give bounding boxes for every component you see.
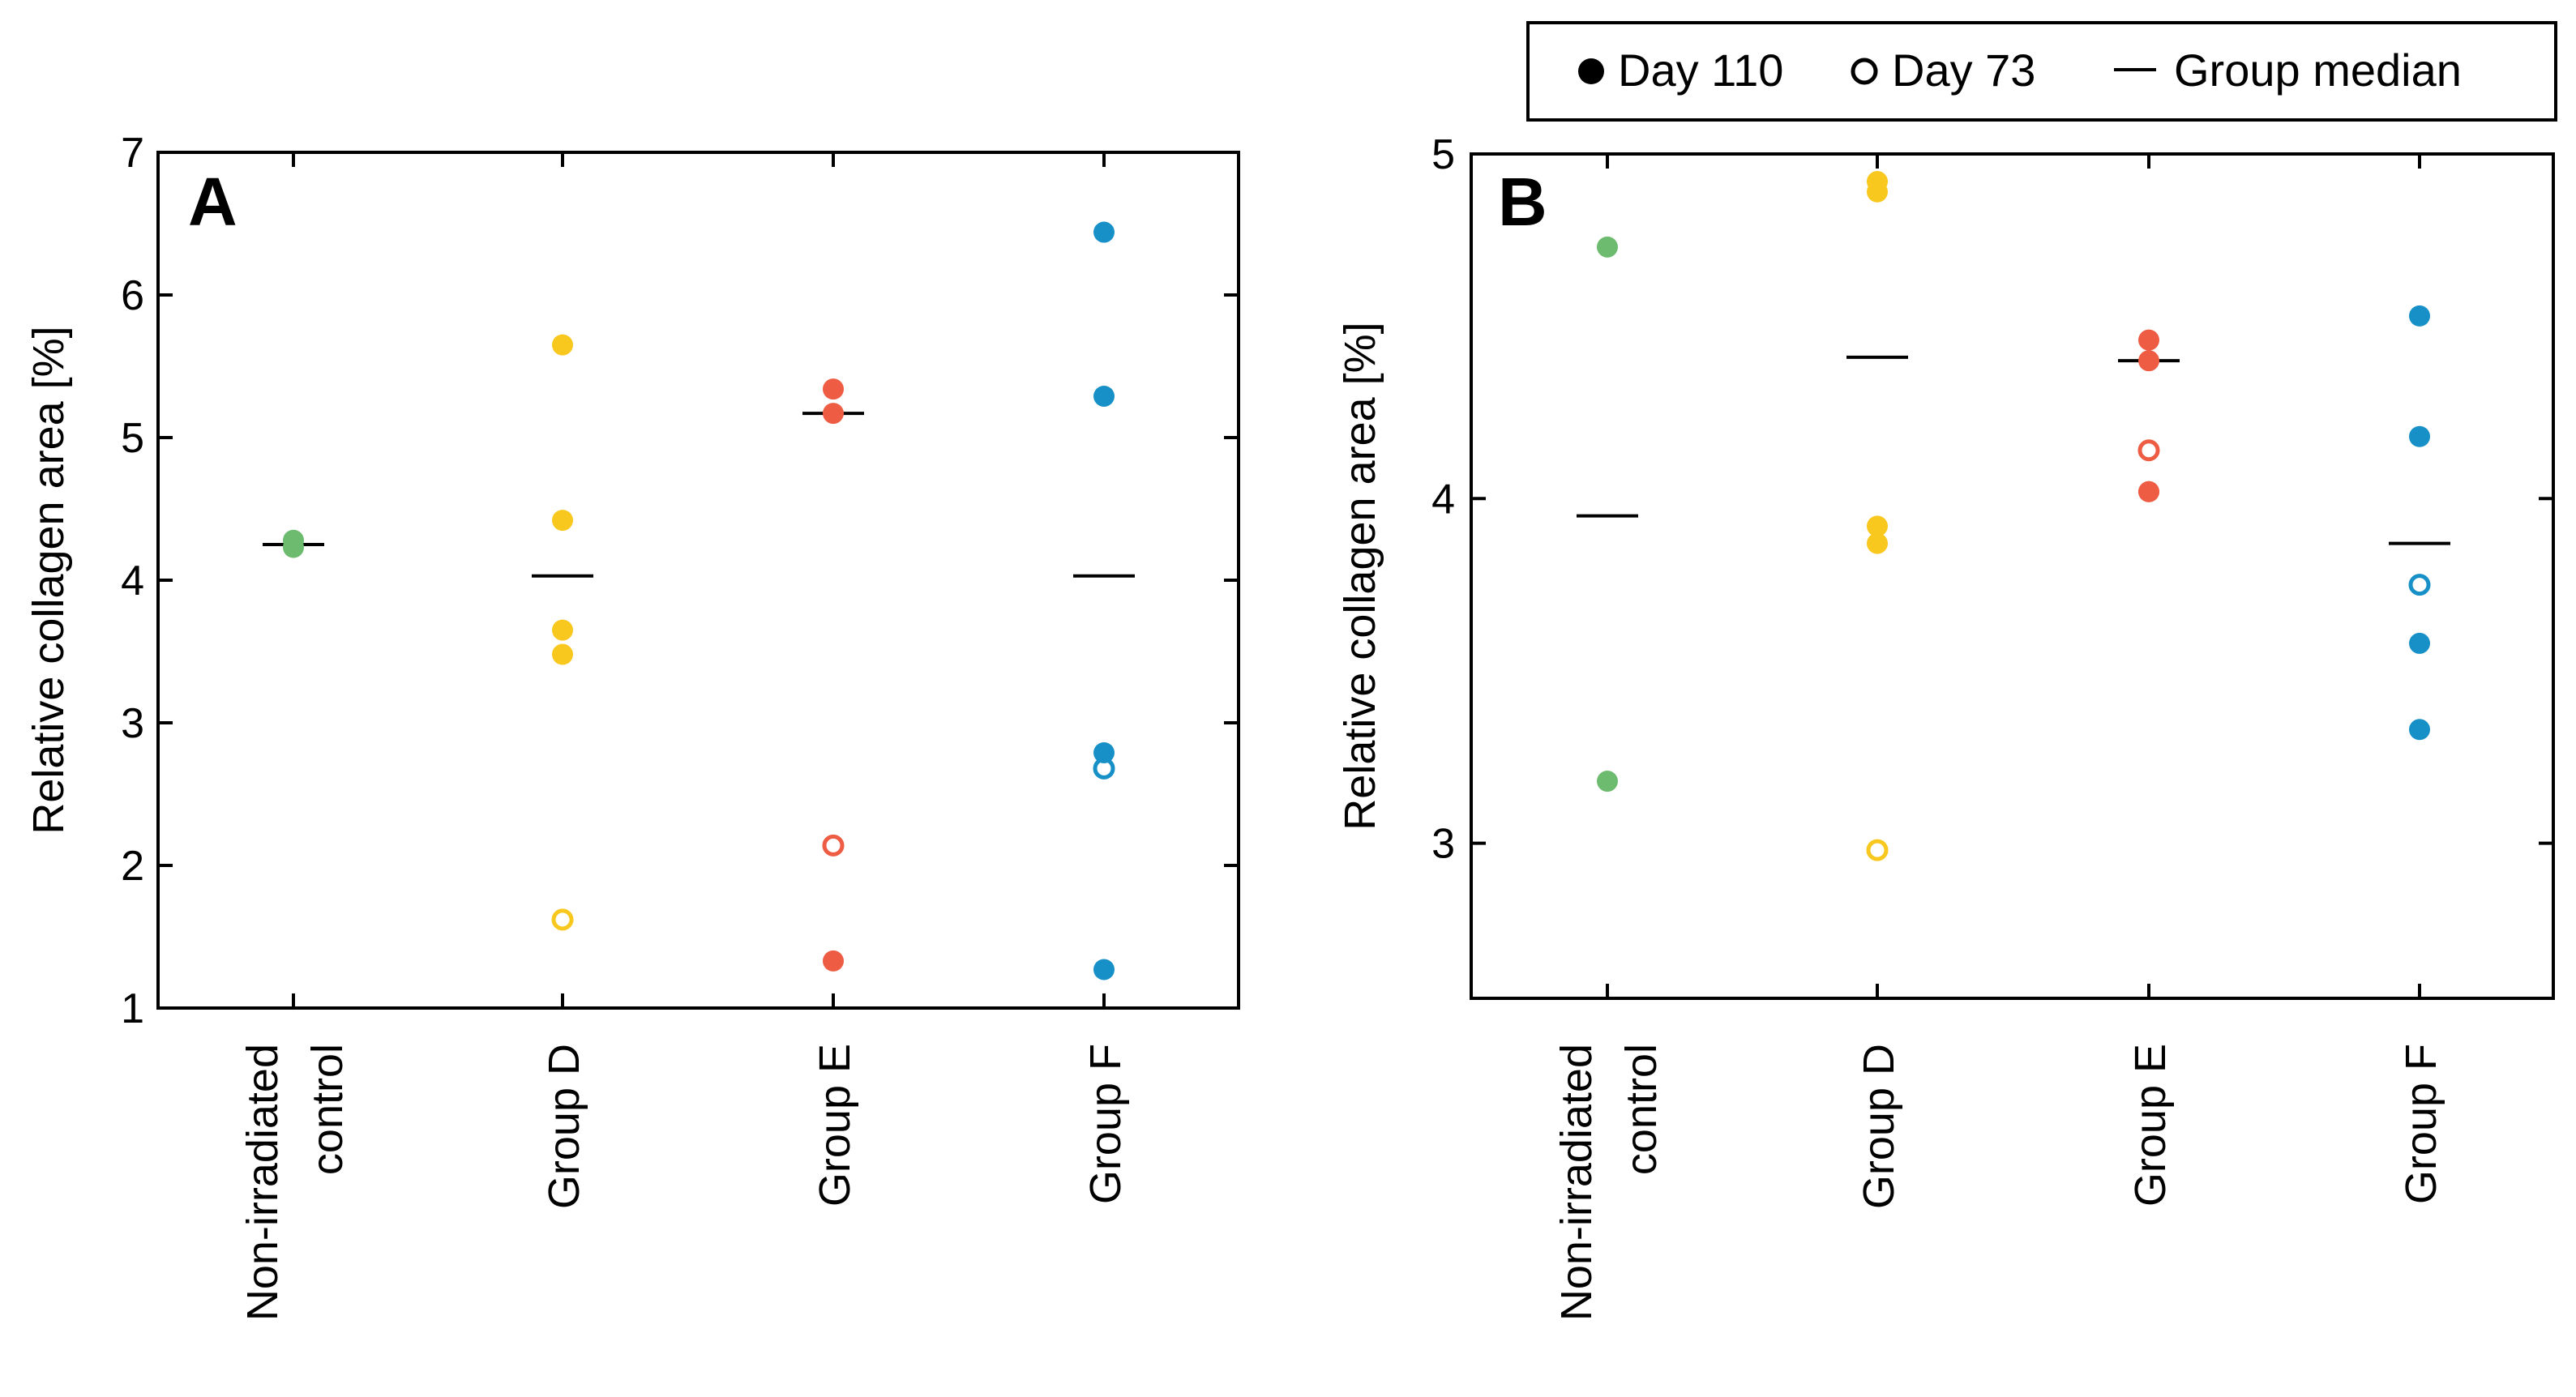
point-day110: [823, 403, 844, 425]
y-tick-label: 3: [1431, 821, 1455, 868]
y-axis-title: Relative collagen area [%]: [1336, 322, 1384, 830]
legend-median-label: Group median: [2174, 45, 2462, 96]
y-tick-label: 4: [121, 558, 144, 605]
legend: Day 110 Day 73 Group median: [1526, 21, 2557, 122]
y-tick-label: 2: [121, 843, 144, 890]
y-tick-label: 3: [121, 700, 144, 747]
legend-frame: [1526, 21, 2557, 122]
point-day110: [1597, 236, 1618, 258]
point-day110: [1093, 741, 1115, 763]
legend-day110-marker: [1578, 58, 1604, 84]
legend-day110-label: Day 110: [1618, 45, 1783, 96]
point-day110: [1093, 221, 1115, 243]
point-day110: [2138, 350, 2159, 372]
point-day110: [2409, 425, 2430, 447]
point-day73: [2137, 439, 2160, 462]
point-day73: [1866, 839, 1889, 861]
point-day110: [552, 510, 573, 532]
point-day110: [1867, 515, 1888, 537]
category-label: Non-irradiated: [1552, 1044, 1601, 1321]
legend-day73-label: Day 73: [1892, 45, 2035, 96]
point-day110: [2138, 329, 2159, 351]
y-tick-label: 5: [121, 415, 144, 462]
point-day110: [2409, 305, 2430, 327]
point-day73: [2408, 574, 2431, 596]
y-tick-label: 6: [121, 272, 144, 319]
point-day110: [552, 619, 573, 641]
y-tick-label: 1: [121, 985, 144, 1032]
category-label: Non-irradiated: [238, 1044, 287, 1321]
plot-frame: [156, 151, 1240, 1010]
point-day110: [1597, 771, 1618, 792]
point-day110: [823, 378, 844, 400]
category-label: control: [303, 1044, 352, 1175]
point-day110: [2409, 719, 2430, 741]
panel-letter: B: [1498, 164, 1547, 240]
point-day110: [1093, 385, 1115, 407]
y-axis-title: Relative collagen area [%]: [24, 326, 73, 834]
point-day73: [1093, 757, 1115, 780]
category-label: Group D: [540, 1044, 588, 1209]
plot-frame: [1470, 152, 2555, 1000]
point-day110: [1867, 181, 1888, 203]
panel-a: A 1 2 3 4 5 6 7 Relative collagen area [%] Non-ir…: [24, 130, 1240, 1321]
y-tick-label: 5: [1431, 131, 1455, 178]
category-label: Group F: [1081, 1044, 1130, 1204]
point-day110: [1093, 959, 1115, 980]
point-day110: [552, 334, 573, 356]
category-label: Group E: [2126, 1044, 2175, 1207]
panel-letter: A: [188, 164, 237, 240]
point-day110: [552, 643, 573, 665]
point-day110: [823, 950, 844, 972]
y-tick-label: 7: [121, 130, 144, 177]
point-day110: [283, 536, 304, 558]
category-label: Group E: [811, 1044, 859, 1207]
category-label: control: [1617, 1044, 1666, 1175]
point-day110: [2409, 632, 2430, 654]
legend-day73-marker: [1851, 58, 1878, 85]
category-label: Group D: [1855, 1044, 1903, 1209]
point-day110: [1867, 532, 1888, 554]
panel-b: B 3 4 5 Relative collagen area [%] Non-irradi…: [1336, 131, 2555, 1321]
point-day73: [822, 834, 845, 857]
category-label: Group F: [2397, 1044, 2445, 1204]
point-day73: [551, 908, 574, 931]
point-day110: [2138, 481, 2159, 502]
y-tick-label: 4: [1431, 476, 1455, 523]
